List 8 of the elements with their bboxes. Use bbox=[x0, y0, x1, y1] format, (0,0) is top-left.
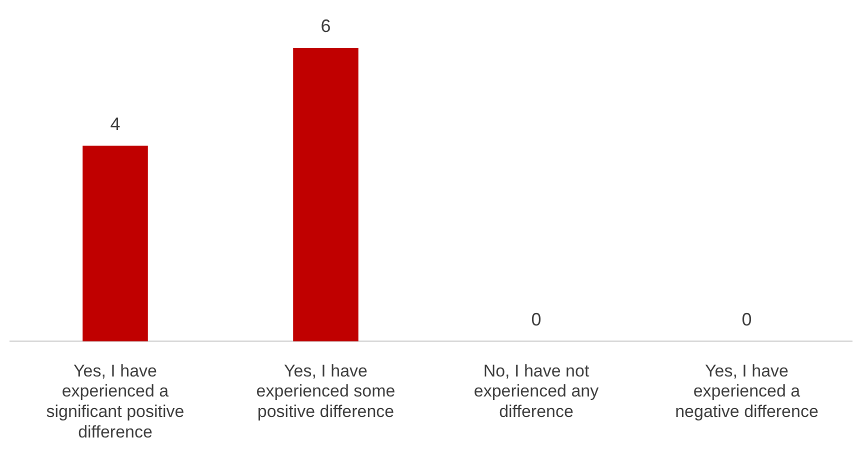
data-label: 6 bbox=[320, 16, 331, 36]
data-label: 4 bbox=[110, 114, 120, 134]
x-tick-label: Yes, I have experienced a significant positive difference bbox=[46, 361, 184, 442]
x-tick-label: Yes, I have experienced a negative difference bbox=[675, 361, 818, 422]
x-tick-label: Yes, I have experienced some positive difference bbox=[256, 361, 396, 422]
data-label: 0 bbox=[531, 309, 542, 330]
data-label: 0 bbox=[742, 309, 752, 330]
x-tick-label: No, I have not experienced any difference bbox=[474, 361, 600, 422]
